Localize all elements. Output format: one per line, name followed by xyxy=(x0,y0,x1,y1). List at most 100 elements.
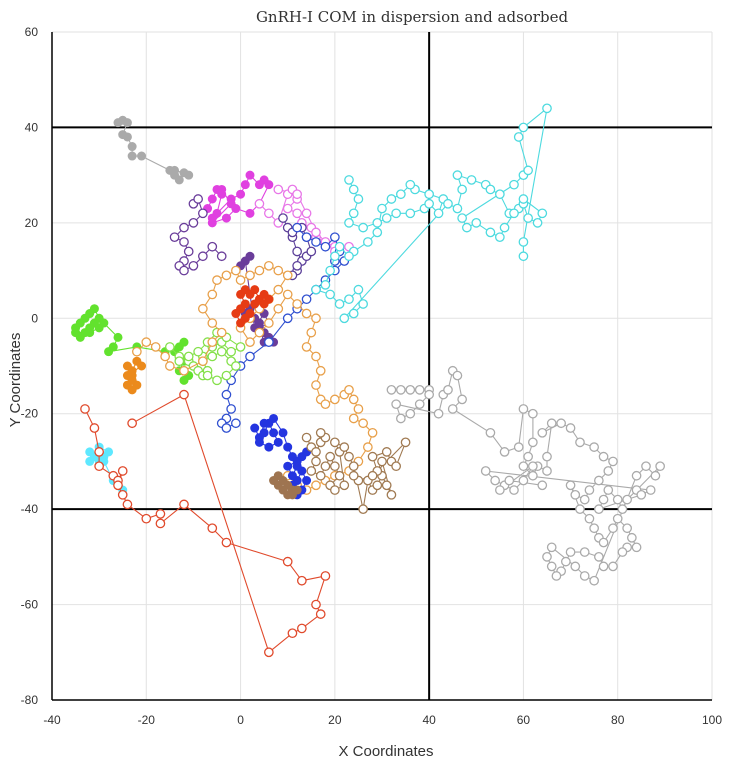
x-tick-label: 80 xyxy=(611,713,625,727)
series-7 xyxy=(311,103,552,324)
data-point xyxy=(542,451,552,462)
data-point xyxy=(414,385,425,395)
data-point xyxy=(424,198,434,209)
data-point xyxy=(269,413,279,423)
data-point xyxy=(292,299,302,309)
data-point xyxy=(216,327,227,338)
x-tick-label: -40 xyxy=(43,713,61,727)
data-point xyxy=(344,385,354,395)
x-tick-label: 60 xyxy=(517,713,531,727)
data-point xyxy=(556,418,566,429)
data-point xyxy=(367,451,378,462)
data-point xyxy=(183,351,194,362)
data-point xyxy=(443,385,453,395)
data-point xyxy=(641,461,651,472)
data-point xyxy=(226,199,236,209)
data-point xyxy=(287,471,297,481)
data-point xyxy=(608,523,618,534)
data-point xyxy=(297,575,307,586)
data-point xyxy=(264,442,274,452)
data-point xyxy=(282,556,293,567)
data-point xyxy=(245,351,255,362)
data-point xyxy=(381,213,392,223)
data-point xyxy=(85,456,95,466)
data-point xyxy=(278,213,288,223)
data-point xyxy=(287,628,298,639)
data-point xyxy=(302,476,312,486)
data-point xyxy=(193,194,203,204)
data-point xyxy=(344,218,354,228)
data-point xyxy=(353,194,364,204)
data-point xyxy=(627,532,637,543)
series-17 xyxy=(80,389,331,658)
data-point xyxy=(221,423,232,433)
x-axis-title: X Coordinates xyxy=(338,743,433,760)
data-point xyxy=(259,299,269,309)
data-point xyxy=(282,203,293,214)
data-point xyxy=(575,504,585,514)
data-point xyxy=(565,547,576,557)
data-point xyxy=(457,394,467,405)
data-point xyxy=(198,303,208,314)
data-point xyxy=(221,370,232,381)
data-point xyxy=(546,418,557,429)
data-point xyxy=(221,537,232,548)
series-14 xyxy=(269,471,302,500)
data-point xyxy=(269,428,279,438)
data-point xyxy=(353,284,364,295)
data-point xyxy=(207,289,218,300)
data-point xyxy=(207,318,218,328)
data-point xyxy=(71,328,81,338)
data-point xyxy=(518,237,529,247)
data-point xyxy=(598,561,609,572)
data-point xyxy=(117,489,128,500)
data-point xyxy=(528,470,538,481)
data-point xyxy=(485,427,496,438)
data-point xyxy=(315,365,326,376)
data-point xyxy=(127,418,137,429)
series-15 xyxy=(301,427,411,514)
data-point xyxy=(518,461,529,472)
data-point xyxy=(513,442,524,452)
data-point xyxy=(278,428,288,438)
data-point xyxy=(499,447,510,457)
tick-labels: -40 -20 0 20 40 60 80 100 -80 -60 -40 -20 0 20 40 60 xyxy=(21,25,723,727)
data-point xyxy=(612,494,623,505)
data-point xyxy=(495,232,505,243)
data-point xyxy=(339,442,350,452)
data-point xyxy=(155,518,166,529)
data-point xyxy=(584,485,595,495)
data-point xyxy=(363,237,373,247)
data-point xyxy=(542,103,552,114)
data-point xyxy=(250,299,260,309)
data-point xyxy=(193,346,203,357)
data-point xyxy=(315,470,326,481)
data-point xyxy=(622,494,632,505)
y-tick-label: 20 xyxy=(25,216,39,230)
data-point xyxy=(264,337,274,347)
data-point xyxy=(311,351,321,362)
data-point xyxy=(311,227,321,238)
data-point xyxy=(104,347,114,357)
data-point xyxy=(301,232,312,243)
data-point xyxy=(221,213,231,223)
data-point xyxy=(358,504,368,514)
data-point xyxy=(594,552,604,562)
data-point xyxy=(367,470,378,481)
data-point xyxy=(358,299,368,309)
data-point xyxy=(320,241,331,252)
data-point xyxy=(311,237,321,247)
data-point xyxy=(85,328,95,338)
data-point xyxy=(155,509,166,519)
y-axis-title: Y Coordinates xyxy=(7,333,24,428)
data-point xyxy=(579,571,590,581)
data-point xyxy=(518,251,529,262)
data-point xyxy=(405,179,416,190)
data-point xyxy=(348,394,359,405)
series-18 xyxy=(386,365,665,586)
data-point xyxy=(254,265,265,276)
data-point xyxy=(297,623,307,634)
y-tick-label: -60 xyxy=(21,598,39,612)
data-point xyxy=(339,313,350,324)
data-point xyxy=(282,270,293,281)
